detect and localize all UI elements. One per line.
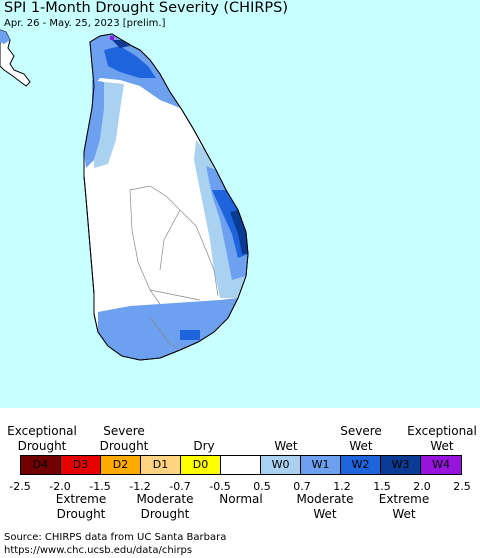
west-wet-strip [84, 80, 104, 168]
legend-tick: 1.5 [373, 480, 391, 493]
legend-label-normal: Normal [219, 492, 263, 506]
legend-label-severe-drought: Severe Drought [99, 424, 149, 453]
legend-tick: 0.5 [253, 480, 271, 493]
legend-label-moderate-drought: Moderate Drought [136, 492, 194, 521]
legend-swatch-w3: W3 [381, 456, 421, 474]
map-title: SPI 1-Month Drought Severity (CHIRPS) [4, 0, 289, 16]
legend-label-dry: Dry [193, 439, 215, 453]
legend-tick: 2.0 [413, 480, 431, 493]
legend-label-moderate-wet: Moderate Wet [296, 492, 354, 521]
legend-swatch-w1: W1 [301, 456, 341, 474]
east-wet-zone-w2 [212, 190, 248, 258]
south-wet-patch [180, 330, 200, 340]
legend-swatch-d4: D4 [21, 456, 61, 474]
legend-tick: -1.2 [129, 480, 151, 493]
source-url[interactable]: https://www.chc.ucsb.edu/data/chirps [4, 545, 193, 556]
legend-label-extreme-wet: Extreme Wet [378, 492, 430, 521]
legend-label-extreme-drought: Extreme Drought [55, 492, 107, 521]
legend-swatch-d0: D0 [181, 456, 221, 474]
legend-tick: -2.5 [9, 480, 31, 493]
legend-label-exceptional-drought: Exceptional Drought [7, 424, 77, 453]
legend-tick: 2.5 [453, 480, 471, 493]
source-text: Source: CHIRPS data from UC Santa Barbar… [4, 532, 227, 543]
legend-label-wet: Wet [274, 439, 298, 453]
sri-lanka-outline [83, 33, 249, 361]
legend-tick: 0.7 [293, 480, 311, 493]
north-wet-zone-w2 [104, 46, 156, 78]
north-wet-zone-w3 [112, 40, 130, 48]
legend-swatch-w4: W4 [421, 456, 461, 474]
south-wet-zone [98, 298, 238, 360]
north-wet-point-w4 [110, 36, 114, 40]
legend-color-bar: D4 D3 D2 D1 D0 W0 W1 W2 W3 W4 [20, 455, 462, 475]
legend-tick: -1.5 [89, 480, 111, 493]
legend-swatch-d3: D3 [61, 456, 101, 474]
province-boundaries [129, 185, 219, 351]
india-coast-wet [0, 30, 10, 44]
drought-map: SPI 1-Month Drought Severity (CHIRPS) Ap… [0, 0, 480, 408]
legend-swatch-d2: D2 [101, 456, 141, 474]
legend-swatch-d1: D1 [141, 456, 181, 474]
legend-label-exceptional-wet: Exceptional Wet [407, 424, 477, 453]
west-w0-strip [94, 82, 124, 168]
legend-swatch-w2: W2 [341, 456, 381, 474]
east-wet-zone-w3 [230, 210, 248, 254]
legend-label-severe-wet: Severe Wet [340, 424, 382, 453]
legend-tick: -2.0 [49, 480, 71, 493]
legend-tick: -0.7 [169, 480, 191, 493]
map-subtitle: Apr. 26 - May. 25, 2023 [prelim.] [4, 18, 166, 29]
legend-swatch-normal [221, 456, 261, 474]
legend-tick: 1.2 [333, 480, 351, 493]
india-coast [0, 29, 31, 87]
legend-tick: -0.5 [209, 480, 231, 493]
map-canvas [0, 29, 249, 361]
legend-swatch-w0: W0 [261, 456, 301, 474]
